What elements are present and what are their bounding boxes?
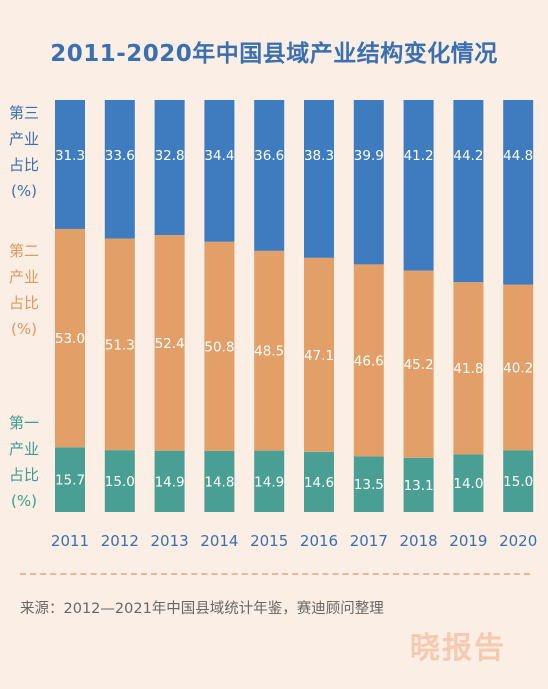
data-label: 36.6 [254, 148, 284, 164]
source-note: 来源：2012—2021年中国县域统计年鉴，赛迪顾问整理 [20, 601, 384, 617]
bar-segment [254, 250, 285, 451]
secondary-label-line: 占比 [8, 294, 39, 312]
bar-segment [503, 284, 534, 451]
bar-segment [353, 264, 384, 457]
bar-segment [104, 100, 135, 239]
bar-segment [353, 100, 384, 265]
x-tick-label: 2018 [400, 532, 438, 550]
bar-segment [503, 100, 534, 285]
primary-label-line: (%) [11, 492, 37, 510]
data-label: 44.8 [503, 148, 533, 164]
bar-segment [403, 100, 434, 271]
tertiary-label-line: 第三 [8, 104, 39, 122]
bar-segment [304, 257, 334, 452]
x-tick-label: 2013 [151, 532, 189, 550]
data-label: 13.1 [404, 478, 434, 494]
bar-segment [254, 100, 285, 251]
bar-segment [154, 450, 185, 512]
bar-segment [55, 228, 85, 448]
data-label: 48.5 [254, 344, 284, 360]
data-label: 31.3 [55, 148, 85, 164]
secondary-label-line: (%) [11, 320, 37, 338]
bar-segment [204, 451, 235, 512]
data-label: 13.5 [354, 477, 384, 493]
secondary-label-line: 第二 [8, 242, 39, 260]
dashed-divider [20, 573, 530, 575]
bar-segment [204, 100, 235, 242]
data-label: 34.4 [204, 148, 234, 164]
tertiary-label-line: 产业 [8, 130, 39, 148]
tertiary-label-line: 占比 [8, 156, 39, 174]
x-tick-label: 2016 [300, 532, 338, 550]
data-label: 50.8 [204, 339, 234, 355]
watermark-logo: 晓报告 [410, 631, 506, 666]
data-label: 46.6 [354, 353, 384, 369]
bar-segment [304, 451, 334, 512]
data-label: 47.1 [304, 348, 334, 364]
data-label: 44.2 [453, 148, 483, 164]
bar-segment [403, 270, 434, 458]
bar-segment [403, 457, 434, 512]
x-tick-label: 2012 [101, 532, 139, 550]
secondary-label-line: 产业 [8, 268, 39, 286]
primary-label-line: 第一 [8, 414, 39, 432]
bar-segment [453, 454, 484, 512]
bar-segment [353, 456, 384, 512]
stacked-bar-chart: 15.7 53.0 31.3 2011 15.0 51.3 33.6 2012 14.9 52.4… [51, 100, 537, 550]
data-label: 14.0 [453, 476, 483, 492]
data-label: 33.6 [105, 148, 135, 164]
bar-segment [55, 447, 85, 512]
data-label: 53.0 [55, 331, 85, 347]
data-label: 45.2 [404, 357, 434, 373]
bar-segment [453, 100, 484, 283]
tertiary-industry-label: 第三 产业 占比 (%) [4, 100, 44, 204]
tertiary-label-line: (%) [11, 182, 37, 200]
x-tick-label: 2020 [499, 532, 537, 550]
chart-title: 2011-2020年中国县域产业结构变化情况 [50, 41, 498, 67]
data-label: 15.0 [503, 474, 533, 490]
bar-segment [154, 235, 185, 451]
data-label: 32.8 [155, 148, 185, 164]
bar-segment [55, 100, 85, 229]
data-label: 15.7 [55, 473, 85, 489]
data-label: 14.8 [204, 475, 234, 491]
data-label: 41.8 [453, 361, 483, 377]
data-label: 39.9 [354, 148, 384, 164]
primary-label-line: 产业 [8, 440, 39, 458]
bar-segment [104, 450, 135, 512]
primary-industry-label: 第一 产业 占比 (%) [4, 410, 44, 514]
bar-segment [503, 450, 534, 512]
x-tick-label: 2019 [449, 532, 487, 550]
x-tick-label: 2014 [200, 532, 238, 550]
x-tick-label: 2017 [350, 532, 388, 550]
secondary-industry-label: 第二 产业 占比 (%) [4, 238, 44, 342]
data-label: 14.9 [254, 474, 284, 490]
data-label: 15.0 [105, 474, 135, 490]
data-label: 41.2 [404, 148, 434, 164]
bar-segment [154, 100, 185, 236]
data-label: 40.2 [503, 360, 533, 376]
bar-segment [304, 100, 334, 258]
primary-label-line: 占比 [8, 466, 39, 484]
data-label: 38.3 [304, 148, 334, 164]
bar-segment [204, 241, 235, 452]
bar-segment [453, 282, 484, 455]
x-tick-label: 2011 [51, 532, 89, 550]
bar-segment [254, 450, 285, 512]
data-label: 52.4 [155, 336, 185, 352]
data-label: 51.3 [105, 337, 135, 353]
data-label: 14.9 [155, 474, 185, 490]
x-tick-label: 2015 [250, 532, 288, 550]
data-label: 14.6 [304, 475, 334, 491]
bar-segment [104, 238, 135, 451]
